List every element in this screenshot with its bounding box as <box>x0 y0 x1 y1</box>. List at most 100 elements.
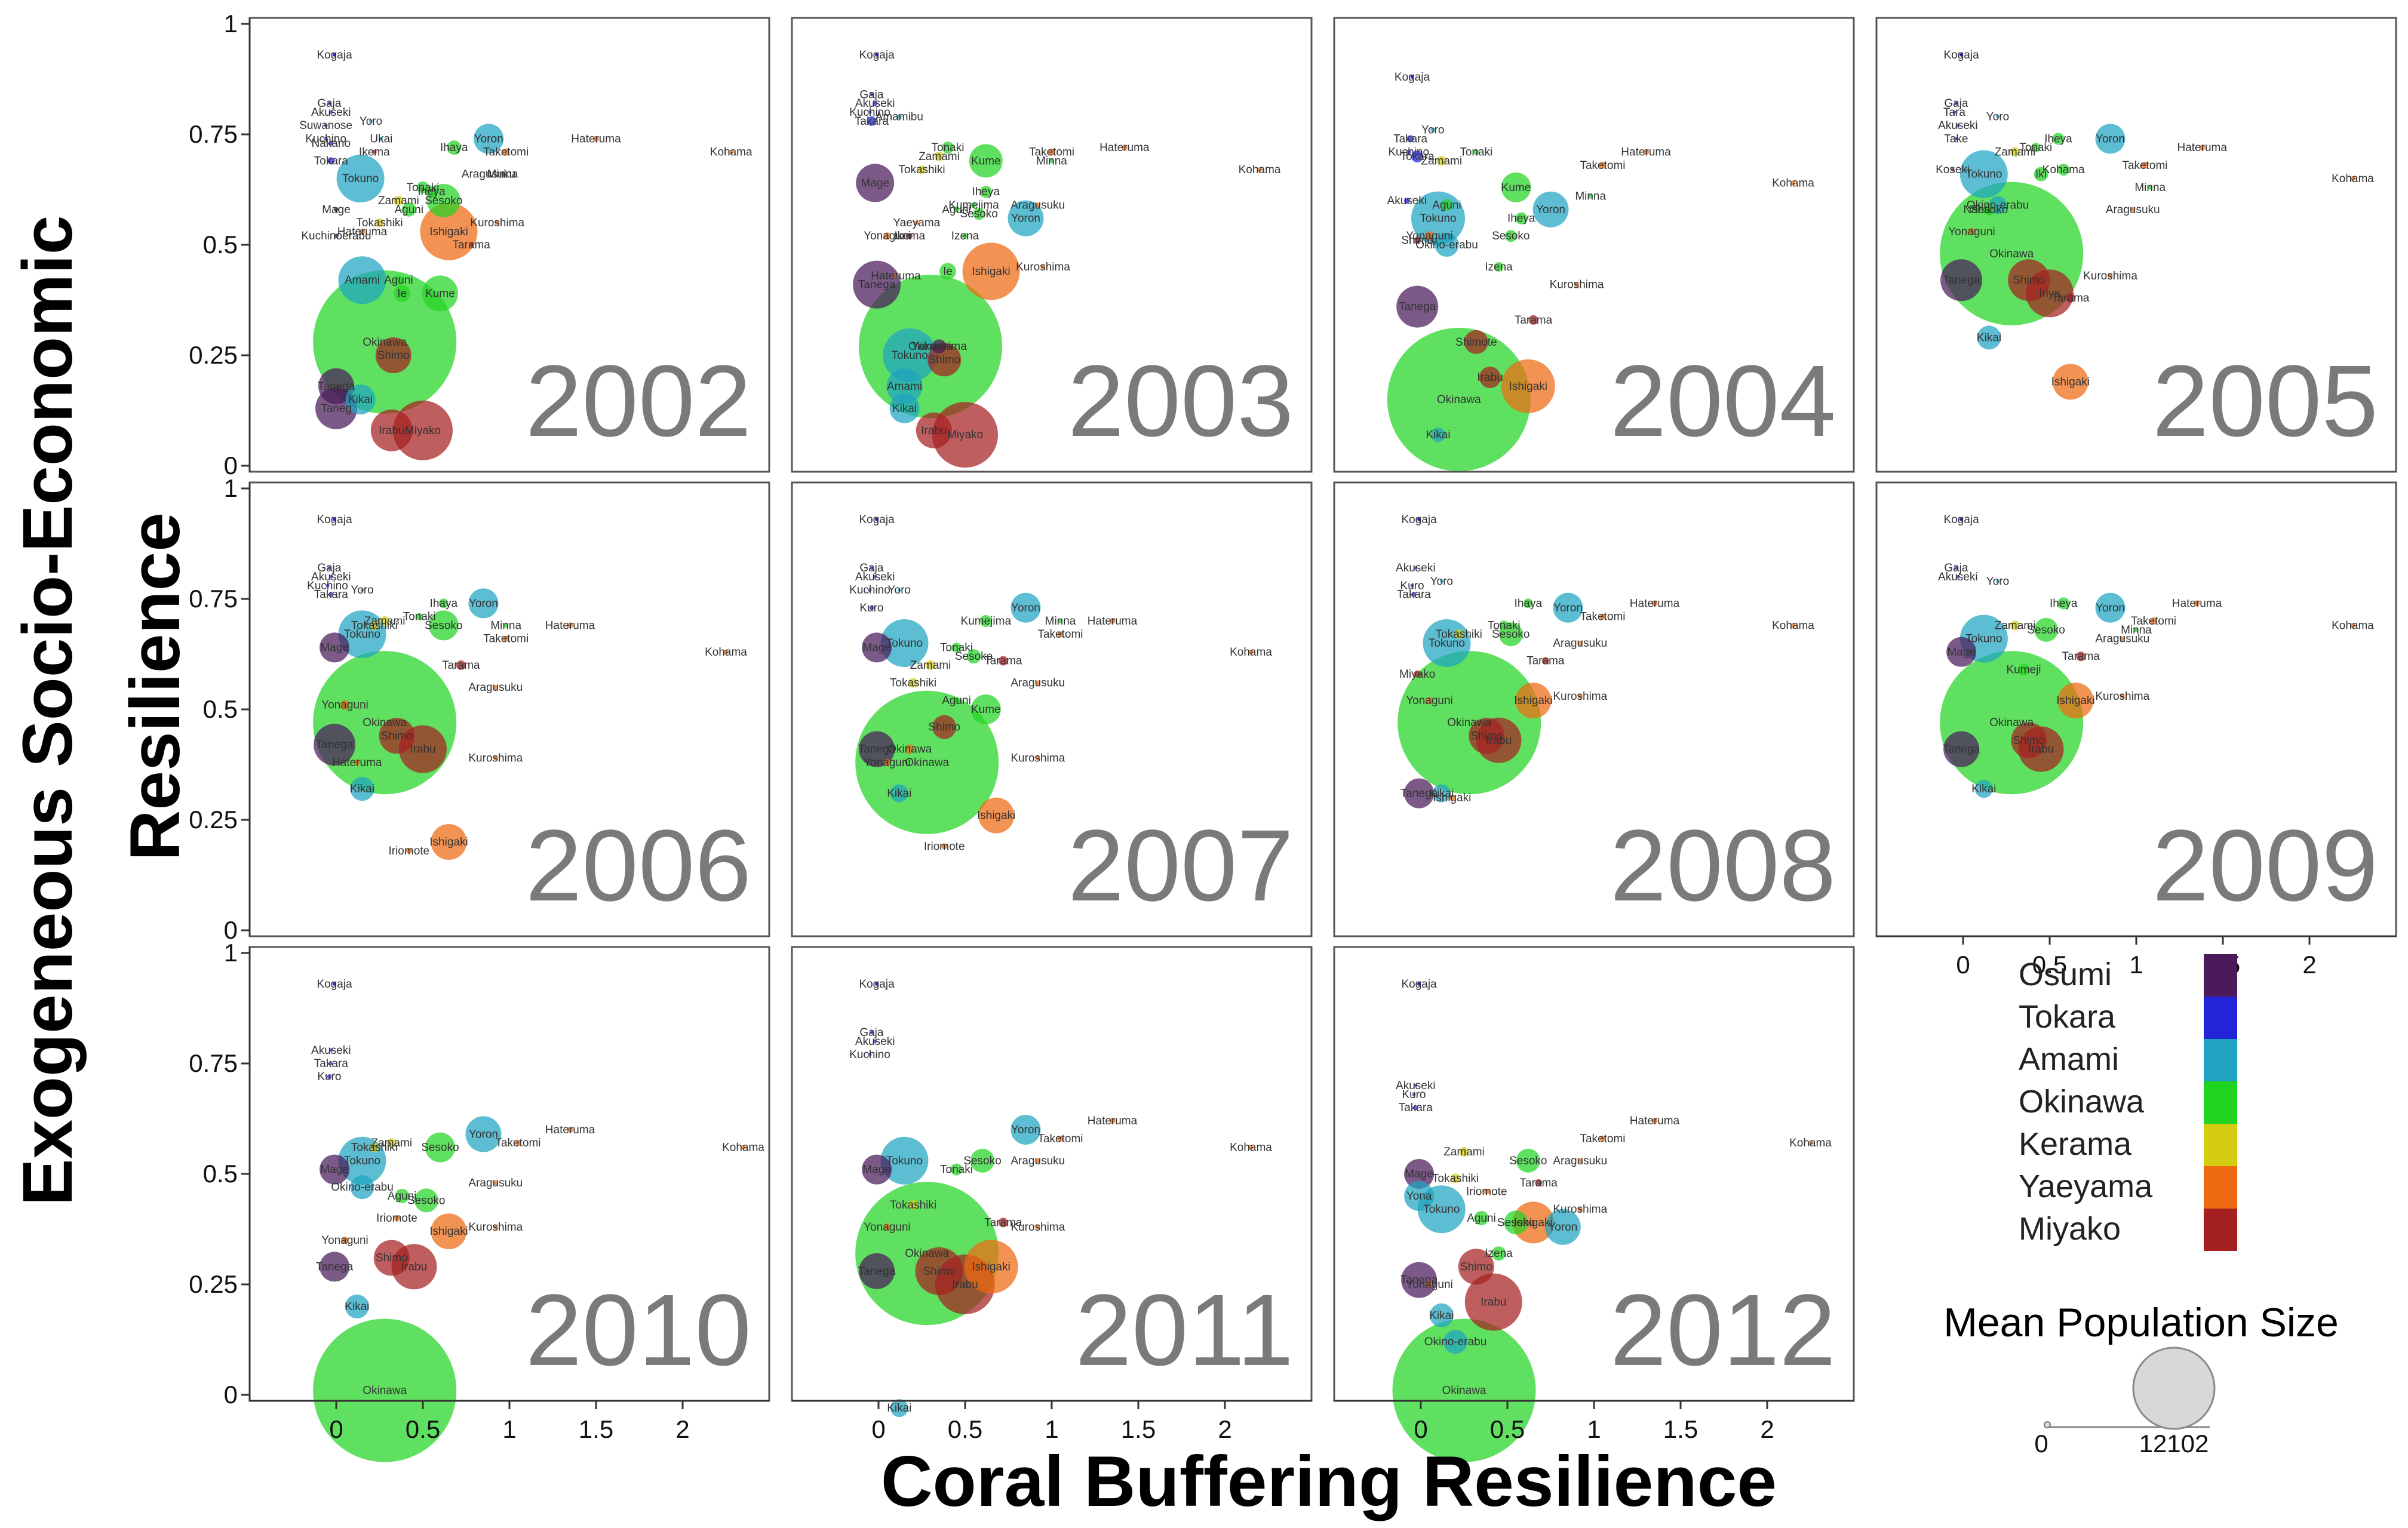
point-label: Amami <box>345 274 380 287</box>
point-label: Gaja <box>859 562 884 574</box>
bubble-yonaguni <box>1424 231 1435 241</box>
point-label: Tonaki <box>1460 146 1492 159</box>
point-label: Koseki <box>1936 164 1970 176</box>
point-label: Kume <box>971 155 1001 167</box>
bubble-kumeji <box>2017 663 2030 676</box>
point-label: Tokuno <box>1423 1203 1460 1216</box>
bubble-izena <box>1491 1246 1506 1261</box>
bubble-shimote <box>1464 330 1488 354</box>
point-label: Shimo <box>1401 235 1433 247</box>
point-label: Kohama <box>1230 1142 1272 1154</box>
point-label: Kuchinoerabu <box>301 230 371 242</box>
bubble-iheya <box>1515 212 1528 225</box>
point-label: Kikai <box>1977 331 2001 344</box>
point-label: Shimo <box>381 730 413 742</box>
point-label: Miyako <box>405 425 441 437</box>
point-label: Shimote <box>1455 336 1497 349</box>
bubble-suwanose <box>324 124 328 128</box>
point-label: Kuroshima <box>468 1221 523 1234</box>
x-axis-title: Coral Buffering Resilience <box>881 1441 1777 1521</box>
bubble-aragusuku <box>493 1180 498 1185</box>
point-label: Akuseki <box>1938 571 1978 583</box>
bubble-kuro <box>869 605 874 610</box>
bubble-kohama <box>1257 167 1262 173</box>
point-label: Kikai <box>348 393 373 406</box>
bubble-yoro <box>1430 127 1436 133</box>
point-label: Sesoko <box>2028 624 2065 637</box>
bubble-kikai <box>890 784 908 803</box>
bubble-yaeyama <box>914 220 919 225</box>
legend-label-miyako: Miyako <box>2019 1211 2121 1247</box>
point-label: Yoron <box>1011 602 1040 614</box>
bubble-gaja <box>327 102 331 106</box>
point-label: Kohama <box>722 1142 764 1154</box>
bubble-hateruma <box>359 228 366 235</box>
bubble-koseki <box>1951 168 1955 172</box>
point-label: Zamami <box>919 150 960 163</box>
legend-label-amami: Amami <box>2019 1041 2119 1077</box>
bubble-yonaguni <box>883 758 891 766</box>
point-label: Taketomi <box>483 633 529 645</box>
bubble-kume <box>969 144 1003 178</box>
bubble-kuroshima <box>493 755 498 761</box>
bubble-minna <box>1588 193 1593 199</box>
point-label: Minna <box>2134 182 2166 194</box>
point-label: Aguni <box>942 694 971 707</box>
point-label: Tanega <box>858 1265 896 1278</box>
bubble-kikai <box>889 393 920 423</box>
point-label: Ishigaki <box>2051 376 2090 388</box>
point-label: Aragusuku <box>1010 199 1065 211</box>
y-axis-title-line2: Resilience <box>116 512 195 861</box>
bubble-mage <box>856 164 895 202</box>
bubble-kogaja <box>875 982 879 986</box>
point-label: Kogaja <box>1395 71 1430 84</box>
point-label: Tarama <box>2062 650 2100 663</box>
bubble-kuroshima <box>2120 693 2125 699</box>
bubble-shimo <box>932 715 957 739</box>
legend: Osumi Tokara Amami Okinawa Kerama Yaeyama Miya… <box>1943 954 2339 1458</box>
point-label: Mage <box>862 641 891 654</box>
point-label: Yoro <box>1430 575 1453 588</box>
point-label: Mage <box>1947 646 1976 659</box>
point-label: Gaja <box>859 88 884 101</box>
bubble-kikai <box>1431 428 1445 442</box>
point-label: Sesoko <box>1492 628 1529 641</box>
bubble-sesoko <box>970 1148 994 1173</box>
bubble-hateruma <box>1109 1118 1116 1124</box>
bubble-kikai <box>1974 780 1993 798</box>
bubble-tokuno <box>336 155 385 202</box>
bubble-irabu <box>1464 1273 1522 1331</box>
point-label: Hateruma <box>332 757 382 769</box>
bubble-miyako <box>1414 670 1421 678</box>
bubble-okinawa2 <box>905 744 915 754</box>
point-label: Hateruma <box>871 270 921 282</box>
bubble-ihaya <box>438 598 449 608</box>
bubble-yoron <box>465 1116 502 1152</box>
bubble-okinawa <box>313 1318 457 1462</box>
bubble-irabu <box>1479 367 1501 388</box>
bubble-ikema <box>371 149 377 155</box>
bubble-tonaki <box>2031 143 2041 153</box>
point-label: Tanega <box>316 739 354 751</box>
bubble-zamami <box>386 1138 397 1148</box>
point-label: Hateruma <box>1630 1115 1680 1127</box>
x-tick-label: 0 <box>329 1415 343 1443</box>
point-label: Tanega <box>318 380 355 393</box>
point-label: Aragusuku <box>1553 1155 1607 1167</box>
bubble-gaja <box>1954 102 1958 106</box>
point-label: Take <box>1944 133 1968 145</box>
bubble-taketomi <box>1599 1135 1606 1142</box>
bubble-hateruma <box>2194 600 2200 607</box>
point-label: Taketomi <box>2122 159 2167 172</box>
bubble-yoron <box>1544 1209 1581 1245</box>
point-label: Okinawa <box>1437 393 1481 406</box>
panel-2002: 2002 Okinawa Miyako Ishigaki Tokuno Amami Tane… <box>248 17 770 473</box>
point-label: Kohama <box>2332 619 2374 632</box>
point-label: Minna <box>2121 624 2152 637</box>
bubble-akuseki <box>1956 124 1960 128</box>
point-label: Irabu <box>952 1278 978 1291</box>
bubble-yoro <box>360 588 364 592</box>
point-label: Iheya <box>2050 597 2078 610</box>
bubble-sesoko2 <box>1504 1210 1528 1235</box>
